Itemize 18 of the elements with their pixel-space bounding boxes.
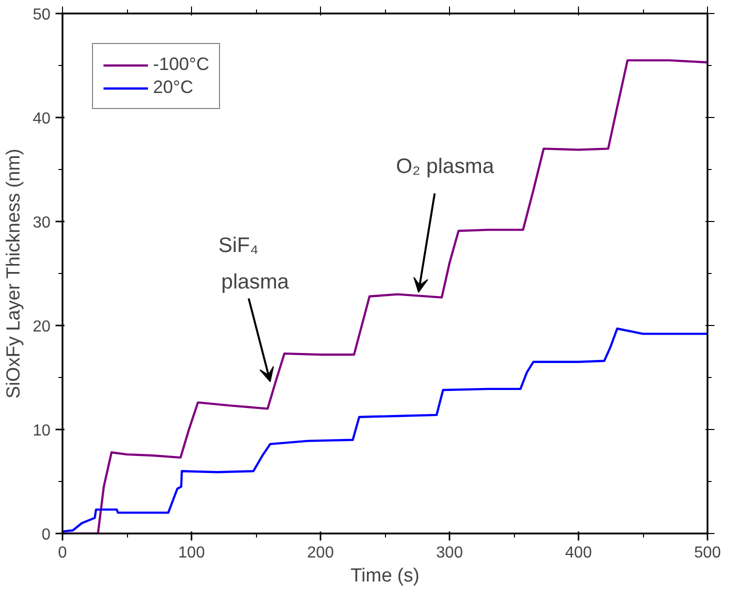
x-tick-label: 300 [436,544,463,562]
y-axis-title: SiOxFy Layer Thickness (nm) [4,148,25,399]
annotation: O₂ plasma [396,154,494,178]
x-axis-title: Time (s) [350,566,420,586]
y-tick-label: 30 [32,214,51,232]
y-tick-label: 40 [32,110,51,128]
x-tick-label: 500 [694,544,721,562]
y-tick-label: 0 [42,526,51,544]
x-tick-label: 200 [307,544,334,562]
y-tick-label: 50 [32,6,51,24]
y-tick-label: 20 [32,318,51,336]
x-tick-label: 400 [565,544,592,562]
annotation: SiF₄ plasma [218,234,290,294]
legend-label: 20°C [153,77,194,98]
y-tick-label: 10 [32,422,51,440]
x-tick-label: 100 [178,544,205,562]
x-tick-label: 0 [58,544,68,562]
legend-label: -100°C [153,54,210,75]
